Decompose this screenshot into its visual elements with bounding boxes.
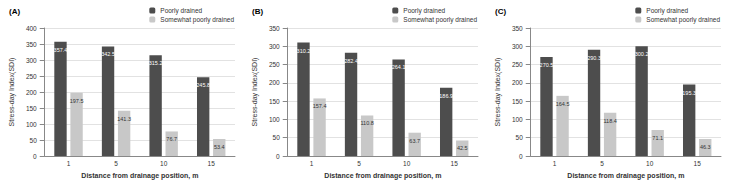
svg-text:Poorly drained: Poorly drained <box>160 7 202 15</box>
svg-text:53.4: 53.4 <box>214 144 225 150</box>
svg-text:300: 300 <box>269 43 280 50</box>
svg-text:42.5: 42.5 <box>457 145 468 151</box>
svg-text:63.7: 63.7 <box>409 138 420 144</box>
svg-text:10: 10 <box>403 160 411 167</box>
svg-text:200: 200 <box>269 79 280 86</box>
svg-text:Somewhat poorly drained: Somewhat poorly drained <box>403 16 477 24</box>
svg-text:50: 50 <box>516 134 524 141</box>
svg-text:10: 10 <box>646 160 654 167</box>
svg-text:150: 150 <box>269 98 280 105</box>
svg-text:Poorly drained: Poorly drained <box>403 7 445 15</box>
svg-text:141.3: 141.3 <box>117 116 131 122</box>
svg-text:Somewhat poorly drained: Somewhat poorly drained <box>646 16 720 24</box>
svg-text:1: 1 <box>310 160 314 167</box>
svg-text:270.5: 270.5 <box>540 62 554 68</box>
svg-text:157.4: 157.4 <box>313 103 327 109</box>
svg-text:342.5: 342.5 <box>101 51 115 57</box>
svg-text:Somewhat poorly drained: Somewhat poorly drained <box>160 16 234 24</box>
svg-text:245.8: 245.8 <box>196 82 210 88</box>
svg-text:15: 15 <box>694 160 702 167</box>
svg-text:Poorly drained: Poorly drained <box>646 7 688 15</box>
svg-text:250: 250 <box>26 73 37 80</box>
svg-text:0: 0 <box>33 153 37 160</box>
svg-text:1: 1 <box>67 160 71 167</box>
svg-text:15: 15 <box>208 160 216 167</box>
svg-text:Stress-day Index(SDI): Stress-day Index(SDI) <box>8 58 16 127</box>
svg-text:15: 15 <box>451 160 459 167</box>
svg-text:Distance from drainage positio: Distance from drainage position, m <box>81 172 198 180</box>
svg-text:118.4: 118.4 <box>603 118 616 124</box>
svg-text:100: 100 <box>26 121 37 128</box>
svg-text:300: 300 <box>26 57 37 64</box>
svg-text:195.3: 195.3 <box>682 90 696 96</box>
svg-text:110.8: 110.8 <box>360 120 373 126</box>
svg-text:150: 150 <box>512 98 523 105</box>
svg-text:315.2: 315.2 <box>149 60 163 66</box>
svg-text:(A): (A) <box>9 7 20 16</box>
svg-text:310.2: 310.2 <box>297 48 311 54</box>
svg-text:50: 50 <box>30 137 38 144</box>
svg-text:Distance from drainage positio: Distance from drainage position, m <box>567 172 684 180</box>
svg-text:357.4: 357.4 <box>54 47 68 53</box>
svg-text:300.2: 300.2 <box>635 51 649 57</box>
svg-text:71.1: 71.1 <box>652 135 663 141</box>
svg-text:400: 400 <box>26 25 37 32</box>
svg-text:(C): (C) <box>495 7 506 16</box>
svg-text:5: 5 <box>357 160 361 167</box>
svg-text:197.5: 197.5 <box>70 98 84 104</box>
svg-text:5: 5 <box>600 160 604 167</box>
svg-text:10: 10 <box>160 160 168 167</box>
svg-text:5: 5 <box>114 160 118 167</box>
svg-text:350: 350 <box>26 41 37 48</box>
svg-text:200: 200 <box>512 79 523 86</box>
svg-text:150: 150 <box>26 105 37 112</box>
svg-text:Stress-day Index(SDI): Stress-day Index(SDI) <box>251 58 259 127</box>
svg-text:0: 0 <box>276 153 280 160</box>
svg-text:290.3: 290.3 <box>587 55 601 61</box>
svg-text:250: 250 <box>512 61 523 68</box>
svg-text:164.5: 164.5 <box>556 101 570 107</box>
svg-text:(B): (B) <box>252 7 263 16</box>
svg-text:0: 0 <box>519 153 523 160</box>
svg-text:46.3: 46.3 <box>700 144 711 150</box>
svg-text:1: 1 <box>553 160 557 167</box>
svg-text:282.4: 282.4 <box>344 58 358 64</box>
svg-text:100: 100 <box>512 116 523 123</box>
svg-text:264.1: 264.1 <box>392 64 406 70</box>
svg-text:300: 300 <box>512 43 523 50</box>
svg-text:100: 100 <box>269 116 280 123</box>
svg-text:Stress-day Index(SDI): Stress-day Index(SDI) <box>494 58 502 127</box>
svg-text:186.9: 186.9 <box>439 93 453 99</box>
svg-text:200: 200 <box>26 89 37 96</box>
svg-text:76.7: 76.7 <box>166 136 177 142</box>
svg-text:50: 50 <box>273 134 281 141</box>
svg-text:250: 250 <box>269 61 280 68</box>
svg-text:Distance from drainage positio: Distance from drainage position, m <box>324 172 441 180</box>
svg-text:350: 350 <box>269 25 280 32</box>
svg-text:350: 350 <box>512 25 523 32</box>
